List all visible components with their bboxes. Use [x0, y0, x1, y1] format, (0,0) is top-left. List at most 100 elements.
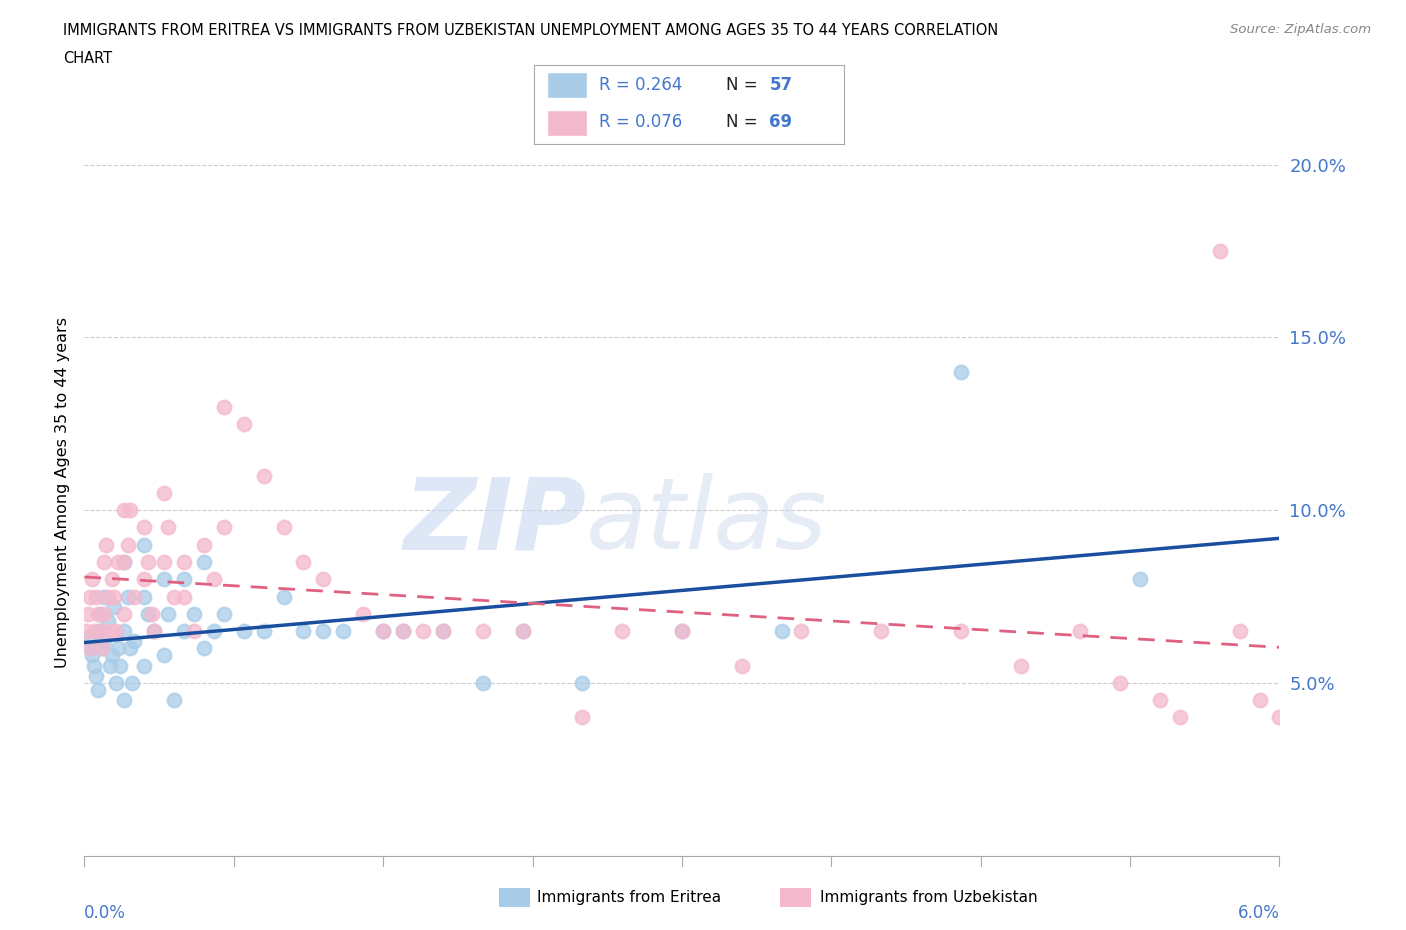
Point	[153, 572, 176, 587]
Text: 0.0%: 0.0%	[84, 904, 127, 922]
Text: R = 0.264: R = 0.264	[599, 76, 682, 94]
Point	[91, 641, 114, 656]
Point	[75, 624, 97, 639]
Point	[612, 624, 634, 639]
Point	[121, 675, 143, 690]
Point	[870, 624, 893, 639]
Point	[132, 589, 156, 604]
Point	[117, 538, 139, 552]
Point	[117, 589, 139, 604]
Point	[120, 641, 142, 656]
Point	[1129, 572, 1152, 587]
Point	[790, 624, 813, 639]
Point	[232, 624, 254, 639]
Point	[79, 641, 101, 656]
Point	[731, 658, 754, 673]
Point	[1010, 658, 1032, 673]
Point	[91, 641, 114, 656]
Text: N =: N =	[725, 76, 763, 94]
Point	[77, 631, 100, 645]
Text: 6.0%: 6.0%	[1237, 904, 1279, 922]
Point	[253, 468, 276, 483]
Point	[98, 658, 121, 673]
Point	[1268, 710, 1291, 724]
Point	[110, 658, 132, 673]
Point	[89, 606, 111, 621]
Point	[173, 572, 195, 587]
Point	[273, 589, 295, 604]
Point	[173, 589, 195, 604]
Point	[212, 606, 235, 621]
Point	[312, 624, 335, 639]
Point	[86, 669, 108, 684]
Point	[86, 589, 108, 604]
Point	[93, 589, 115, 604]
Point	[352, 606, 374, 621]
FancyBboxPatch shape	[547, 110, 586, 137]
Text: 57: 57	[769, 76, 793, 94]
Text: Immigrants from Uzbekistan: Immigrants from Uzbekistan	[820, 890, 1038, 905]
Text: N =: N =	[725, 113, 763, 131]
Point	[112, 554, 135, 569]
Point	[83, 658, 105, 673]
Point	[193, 554, 215, 569]
Point	[77, 606, 100, 621]
Point	[949, 624, 972, 639]
Text: ZIP: ZIP	[404, 473, 586, 570]
Point	[132, 538, 156, 552]
Point	[202, 624, 225, 639]
Point	[89, 624, 111, 639]
Point	[412, 624, 434, 639]
Point	[471, 624, 494, 639]
Point	[132, 572, 156, 587]
Text: R = 0.076: R = 0.076	[599, 113, 682, 131]
Point	[82, 648, 104, 663]
Point	[571, 710, 593, 724]
Point	[157, 606, 180, 621]
Point	[112, 624, 135, 639]
Point	[392, 624, 415, 639]
Point	[571, 675, 593, 690]
Point	[163, 589, 186, 604]
Point	[132, 520, 156, 535]
Point	[98, 624, 121, 639]
Point	[1149, 693, 1171, 708]
Point	[107, 641, 129, 656]
Point	[183, 606, 205, 621]
Point	[87, 624, 110, 639]
Point	[173, 554, 195, 569]
Point	[93, 554, 115, 569]
Text: Source: ZipAtlas.com: Source: ZipAtlas.com	[1230, 23, 1371, 36]
Point	[212, 399, 235, 414]
Point	[136, 606, 159, 621]
Point	[107, 554, 129, 569]
Point	[132, 658, 156, 673]
Point	[112, 606, 135, 621]
Point	[87, 683, 110, 698]
Point	[157, 520, 180, 535]
Point	[103, 589, 125, 604]
Point	[1249, 693, 1271, 708]
Point	[292, 624, 315, 639]
Point	[671, 624, 693, 639]
Point	[163, 693, 186, 708]
Point	[671, 624, 693, 639]
Point	[332, 624, 354, 639]
Point	[949, 365, 972, 379]
Point	[273, 520, 295, 535]
Point	[143, 624, 166, 639]
Point	[153, 554, 176, 569]
Point	[83, 624, 105, 639]
Point	[87, 606, 110, 621]
Point	[392, 624, 415, 639]
Point	[153, 485, 176, 500]
Text: IMMIGRANTS FROM ERITREA VS IMMIGRANTS FROM UZBEKISTAN UNEMPLOYMENT AMONG AGES 35: IMMIGRANTS FROM ERITREA VS IMMIGRANTS FR…	[63, 23, 998, 38]
Point	[112, 693, 135, 708]
Point	[212, 520, 235, 535]
Point	[93, 634, 115, 649]
Point	[770, 624, 793, 639]
Point	[122, 589, 145, 604]
Point	[122, 634, 145, 649]
Point	[136, 554, 159, 569]
Point	[120, 503, 142, 518]
